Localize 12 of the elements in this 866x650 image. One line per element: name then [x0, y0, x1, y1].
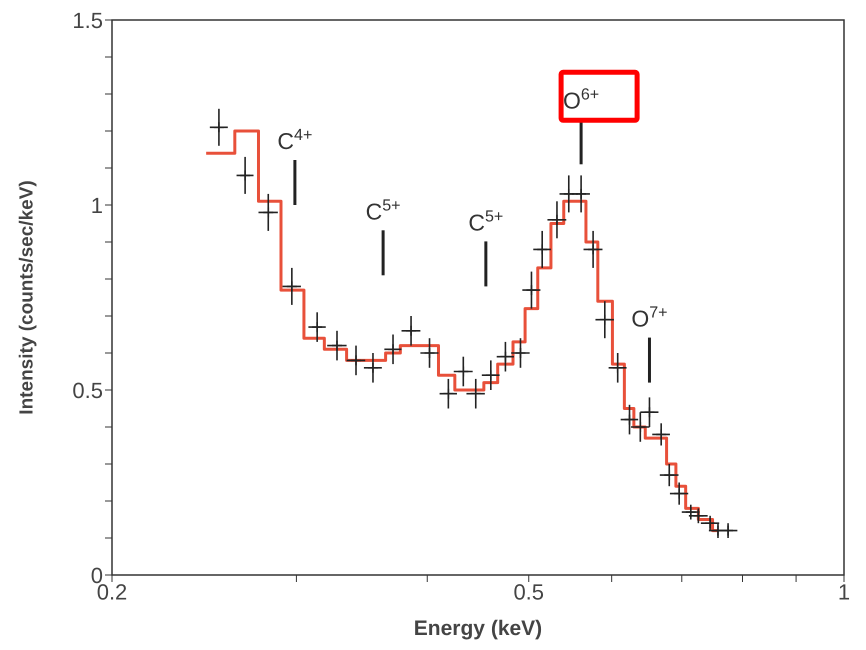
x-axis-title: Energy (keV) — [414, 617, 542, 640]
x-tick-label: 1 — [838, 580, 850, 605]
annotation: O$^{7+}$ — [631, 304, 668, 332]
annotation: O$^{6+}$ — [562, 85, 600, 114]
y-tick-label: 0.5 — [72, 378, 103, 403]
annotation: C$^{5+}$ — [468, 207, 504, 236]
y-tick-label: 1.5 — [72, 8, 103, 33]
x-tick-label: 0.5 — [513, 580, 544, 605]
y-axis-title: Intensity (counts/sec/keV) — [16, 180, 38, 415]
y-tick-label: 1 — [90, 192, 103, 218]
annotation: C$^{4+}$ — [277, 126, 312, 154]
annotation: C$^{5+}$ — [366, 196, 401, 224]
